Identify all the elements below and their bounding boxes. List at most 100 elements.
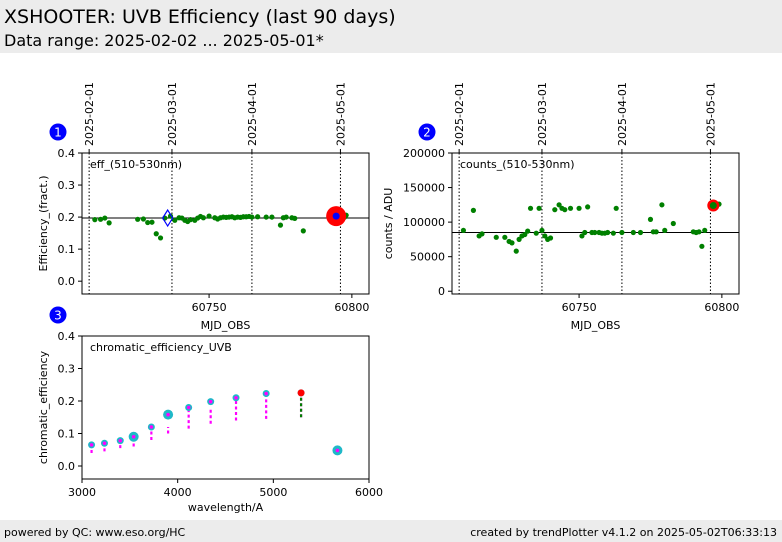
data-point xyxy=(547,235,554,241)
x-tick-label: 3000 xyxy=(68,486,96,499)
data-point xyxy=(292,215,298,221)
data-point xyxy=(200,215,206,221)
date-marker-label: 2025-04-01 xyxy=(616,82,629,146)
data-point xyxy=(552,207,558,213)
y-axis-label: chromatic_efficiency xyxy=(37,350,50,464)
data-point xyxy=(300,228,306,234)
data-point xyxy=(579,233,585,239)
x-tick-label: 5000 xyxy=(259,486,287,499)
date-marker-label: 2025-05-01 xyxy=(704,82,717,146)
plot-frame xyxy=(81,335,370,480)
data-point xyxy=(605,229,611,236)
data-point xyxy=(699,243,705,249)
data-point xyxy=(479,231,485,237)
data-point xyxy=(662,227,668,234)
y-axis-label: Efficiency_(fract.) xyxy=(37,175,50,271)
data-point xyxy=(696,229,702,235)
date-marker-label: 2025-05-01 xyxy=(334,82,347,146)
data-point xyxy=(470,207,477,213)
data-point xyxy=(702,227,708,234)
panel-number-label: 2 xyxy=(423,126,431,140)
y-tick-label: 0.4 xyxy=(58,330,76,343)
date-marker-label: 2025-02-01 xyxy=(453,82,466,146)
x-axis-label: MJD_OBS xyxy=(201,319,251,332)
data-point xyxy=(106,220,112,226)
data-point xyxy=(157,235,164,241)
data-point xyxy=(536,205,542,211)
x-axis-label: MJD_OBS xyxy=(571,319,621,332)
data-point xyxy=(647,216,654,222)
x-tick-label: 60750 xyxy=(192,301,227,314)
data-point xyxy=(585,204,591,210)
latest-chromatic-core xyxy=(118,438,123,443)
y-tick-label: 0.1 xyxy=(58,243,76,256)
date-marker-label: 2025-02-01 xyxy=(83,82,96,146)
data-point xyxy=(149,219,155,225)
latest-chromatic-core xyxy=(89,443,94,447)
panel-number-badge xyxy=(49,306,67,324)
y-tick-label: 0.0 xyxy=(58,275,76,288)
data-point xyxy=(619,229,625,236)
latest-chromatic-core xyxy=(186,405,191,410)
latest-chromatic-core xyxy=(264,391,268,396)
panel-number-label: 1 xyxy=(54,126,62,140)
date-marker-label: 2025-03-01 xyxy=(536,82,549,146)
plot-frame xyxy=(81,152,370,295)
data-point xyxy=(269,214,275,220)
data-point xyxy=(172,217,178,223)
y-tick-label: 150000 xyxy=(403,182,445,195)
data-point xyxy=(493,234,499,240)
data-point xyxy=(539,227,545,234)
x-tick-label: 60800 xyxy=(334,301,369,314)
data-point xyxy=(277,222,284,228)
plot-frame xyxy=(451,152,740,295)
data-point xyxy=(263,214,269,220)
data-point xyxy=(249,214,255,220)
panel-number-label: 3 xyxy=(54,309,62,323)
data-point xyxy=(542,233,548,239)
page-subtitle: Data range: 2025-02-02 ... 2025-05-01* xyxy=(4,31,324,50)
data-point xyxy=(516,236,522,242)
y-tick-label: 0.3 xyxy=(58,363,76,376)
data-point xyxy=(135,216,141,222)
data-point xyxy=(533,230,539,236)
data-point xyxy=(613,205,619,211)
data-point xyxy=(556,202,562,208)
latest-chromatic-core xyxy=(102,441,107,446)
latest-point-core xyxy=(332,212,340,220)
report-header: XSHOOTER: UVB Efficiency (last 90 days) … xyxy=(0,0,782,53)
report-footer: powered by QC: www.eso.org/HC created by… xyxy=(0,520,782,542)
data-point xyxy=(153,231,159,237)
panel-number-badge xyxy=(418,123,436,141)
latest-point-core xyxy=(709,202,717,210)
latest-chromatic-core xyxy=(234,395,238,400)
data-point xyxy=(92,217,98,223)
date-marker-label: 2025-03-01 xyxy=(166,82,179,146)
data-point xyxy=(525,228,531,234)
data-point xyxy=(187,217,194,223)
plot-title: eff_(510-530nm) xyxy=(90,158,182,171)
data-point xyxy=(630,229,636,236)
footer-created-by: created by trendPlotter v4.1.2 on 2025-0… xyxy=(470,526,777,539)
panel-number-badge xyxy=(49,123,67,141)
data-point xyxy=(509,240,515,246)
x-tick-label: 6000 xyxy=(355,486,383,499)
latest-chromatic-core xyxy=(166,412,170,417)
x-tick-label: 60750 xyxy=(562,301,597,314)
charts-canvas: 1 0.0 0.1 0.2 0.3 0.4 60750 60800 MJD_OBS Efficie… xyxy=(37,82,740,514)
data-point xyxy=(670,220,676,227)
data-point xyxy=(97,216,104,222)
latest-chromatic-core xyxy=(335,448,340,453)
y-tick-label: 0.3 xyxy=(58,179,76,192)
data-point xyxy=(255,214,261,220)
y-tick-label: 0.4 xyxy=(58,147,76,160)
data-point xyxy=(206,213,212,219)
data-point xyxy=(637,229,644,236)
data-point xyxy=(283,214,289,220)
y-axis-label: counts / ADU xyxy=(382,188,395,260)
data-point xyxy=(562,207,568,213)
footer-powered-by: powered by QC: www.eso.org/HC xyxy=(4,526,186,539)
plot-title: counts_(510-530nm) xyxy=(460,158,575,171)
data-point xyxy=(567,205,574,211)
reference-diamond xyxy=(161,208,174,228)
